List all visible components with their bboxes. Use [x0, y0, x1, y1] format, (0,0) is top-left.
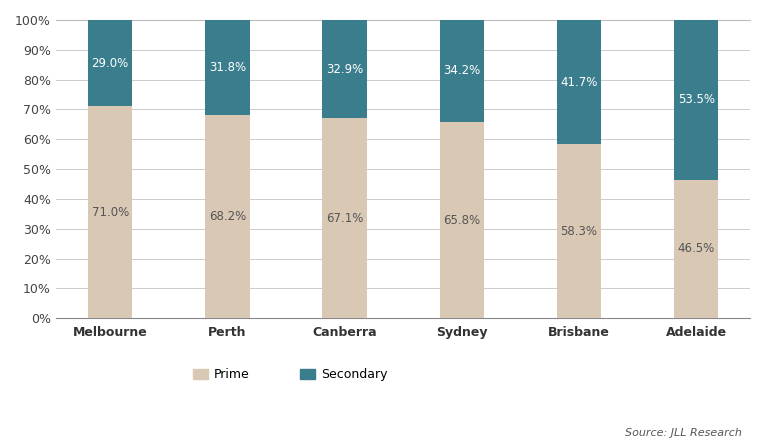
Text: 31.8%: 31.8%: [209, 61, 246, 74]
Text: 34.2%: 34.2%: [443, 65, 480, 77]
Text: 67.1%: 67.1%: [326, 212, 363, 225]
Bar: [88, 107, 132, 318]
Text: 46.5%: 46.5%: [678, 242, 715, 255]
Legend: Prime, Secondary: Prime, Secondary: [187, 363, 392, 386]
Text: 68.2%: 68.2%: [209, 210, 246, 223]
Bar: [322, 118, 367, 318]
Bar: [674, 20, 718, 179]
Text: 41.7%: 41.7%: [560, 76, 597, 89]
Text: 58.3%: 58.3%: [561, 225, 597, 238]
Bar: [557, 20, 601, 145]
Bar: [205, 20, 249, 115]
Bar: [557, 145, 601, 318]
Bar: [88, 20, 132, 107]
Text: 71.0%: 71.0%: [92, 206, 129, 219]
Bar: [322, 20, 367, 118]
Text: 32.9%: 32.9%: [326, 63, 363, 76]
Text: 65.8%: 65.8%: [443, 213, 480, 227]
Text: 29.0%: 29.0%: [92, 57, 129, 70]
Bar: [205, 115, 249, 318]
Bar: [674, 179, 718, 318]
Text: Source: JLL Research: Source: JLL Research: [625, 427, 742, 438]
Bar: [440, 20, 484, 122]
Bar: [440, 122, 484, 318]
Text: 53.5%: 53.5%: [678, 93, 715, 106]
